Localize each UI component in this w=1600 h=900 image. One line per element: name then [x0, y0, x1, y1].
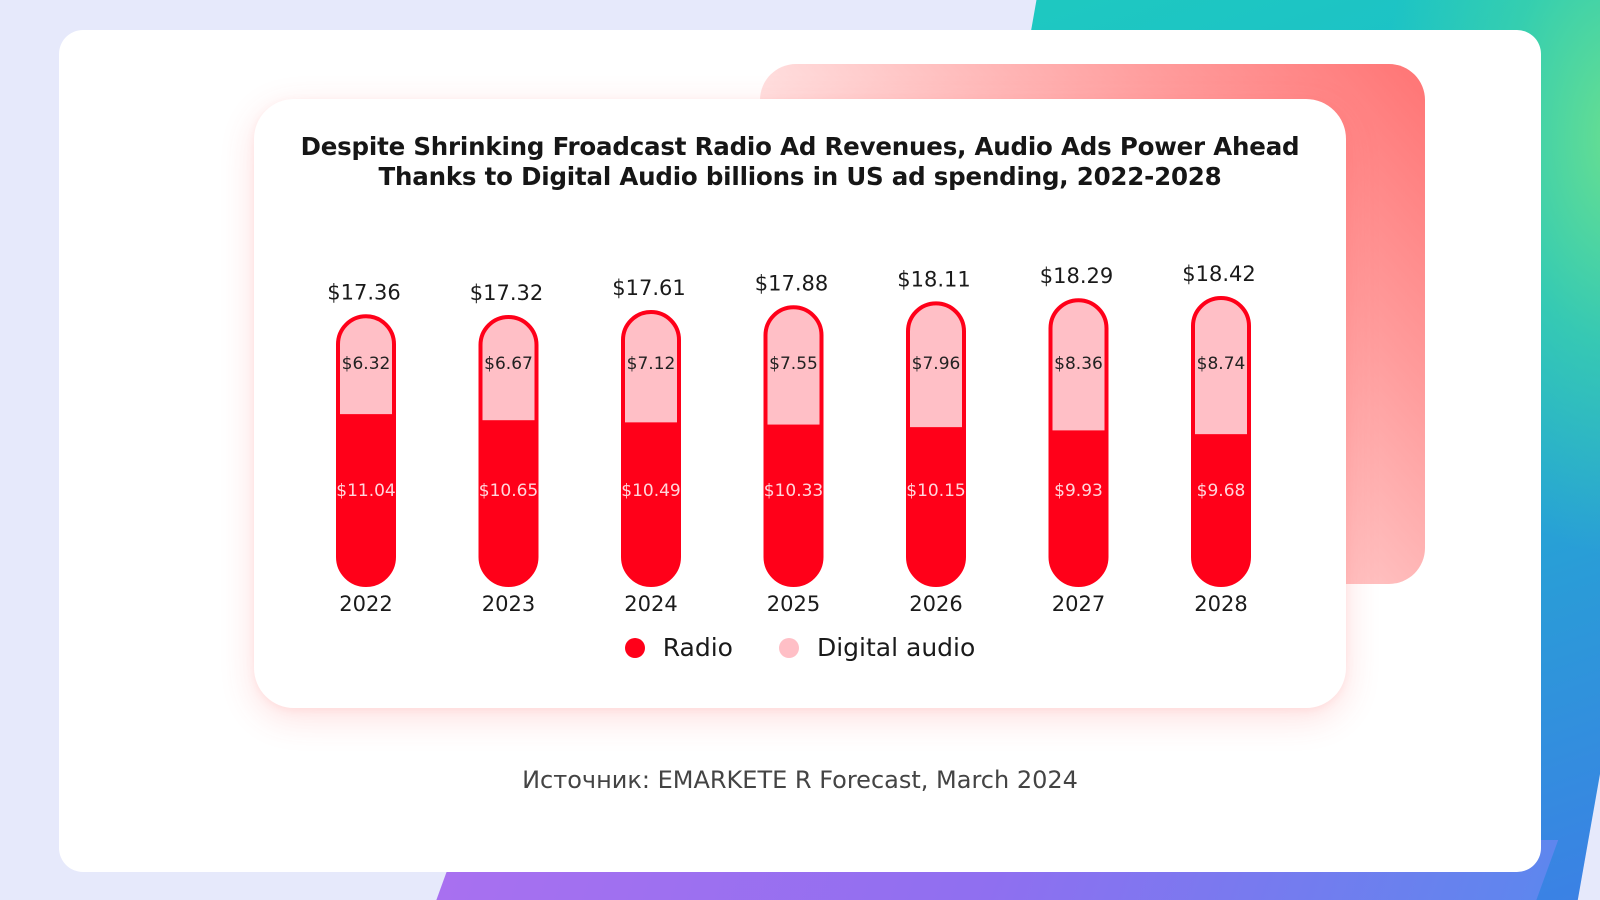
- bar-segment-radio: [908, 427, 964, 585]
- x-tick-label: 2026: [909, 592, 962, 616]
- chart-title-line-1: Despite Shrinking Froadcast Radio Ad Rev…: [300, 132, 1300, 161]
- radio-value-label: $10.49: [621, 481, 680, 501]
- bar-outline: [336, 314, 396, 587]
- bar-segment-radio: [480, 420, 537, 585]
- digital-audio-value-label: $7.12: [627, 354, 676, 374]
- digital-audio-value-label: $6.67: [484, 354, 533, 374]
- bar-outline: [1048, 298, 1109, 587]
- radio-value-label: $10.33: [764, 481, 823, 501]
- digital-audio-value-label: $6.32: [342, 354, 391, 374]
- x-tick-label: 2028: [1194, 592, 1247, 616]
- chart-card: Despite Shrinking Froadcast Radio Ad Rev…: [254, 99, 1346, 708]
- bar-outline: [478, 315, 539, 587]
- bar-segment-digital-audio: [338, 316, 394, 416]
- bar-segment-radio: [338, 414, 394, 585]
- total-value-label: $18.11: [897, 267, 970, 291]
- bar-segment-digital-audio: [765, 307, 822, 426]
- bar-segment-digital-audio: [480, 317, 537, 422]
- bar-outline: [763, 305, 824, 587]
- radio-value-label: $9.93: [1054, 481, 1103, 501]
- bar-segment-digital-audio: [908, 303, 964, 429]
- radio-value-label: $9.68: [1197, 481, 1246, 501]
- legend-label-digital-audio: Digital audio: [816, 633, 976, 662]
- source-caption: Источник: EMARKETE R Forecast, March 202…: [522, 766, 1078, 794]
- radio-value-label: $10.15: [906, 481, 965, 501]
- chart-title: Despite Shrinking Froadcast Radio Ad Rev…: [254, 132, 1346, 192]
- bar-outline: [621, 309, 681, 587]
- legend-swatch-radio: [624, 637, 645, 658]
- x-tick-label: 2024: [624, 592, 677, 616]
- bar-outline: [1191, 295, 1251, 587]
- chart-plot: $6.32 $11.04 $17.36 2022 $6.67 $10.65 $17.32 20…: [327, 262, 1255, 616]
- legend-item-digital-audio: Digital audio: [778, 633, 976, 662]
- x-tick-label: 2022: [339, 592, 392, 616]
- bar-segment-radio: [765, 424, 822, 585]
- total-value-label: $18.42: [1182, 262, 1255, 286]
- digital-audio-value-label: $7.55: [769, 354, 818, 374]
- chart-legend: Radio Digital audio: [254, 633, 1346, 662]
- digital-audio-value-label: $7.96: [912, 354, 961, 374]
- total-value-label: $17.61: [612, 276, 685, 300]
- x-tick-label: 2027: [1052, 592, 1105, 616]
- digital-audio-value-label: $8.74: [1197, 354, 1246, 374]
- digital-audio-value-label: $8.36: [1054, 354, 1103, 374]
- x-tick-label: 2025: [767, 592, 820, 616]
- legend-item-radio: Radio: [624, 633, 733, 662]
- bar-segment-digital-audio: [1050, 300, 1107, 432]
- total-value-label: $17.32: [470, 281, 543, 305]
- radio-value-label: $11.04: [336, 481, 395, 501]
- legend-label-radio: Radio: [662, 633, 733, 662]
- bar-segment-radio: [1193, 434, 1249, 585]
- legend-swatch-digital-audio: [778, 637, 799, 658]
- bar-segment-radio: [1050, 430, 1107, 585]
- total-value-label: $17.36: [327, 280, 400, 304]
- radio-value-label: $10.65: [479, 481, 538, 501]
- bar-segment-digital-audio: [1193, 297, 1249, 436]
- bar-segment-digital-audio: [623, 311, 679, 424]
- chart-title-line-2: Thanks to Digital Audio billions in US a…: [378, 162, 1222, 191]
- x-tick-label: 2023: [482, 592, 535, 616]
- total-value-label: $18.29: [1040, 264, 1113, 288]
- bar-segment-radio: [623, 422, 679, 585]
- bar-outline: [906, 301, 966, 587]
- total-value-label: $17.88: [755, 271, 828, 295]
